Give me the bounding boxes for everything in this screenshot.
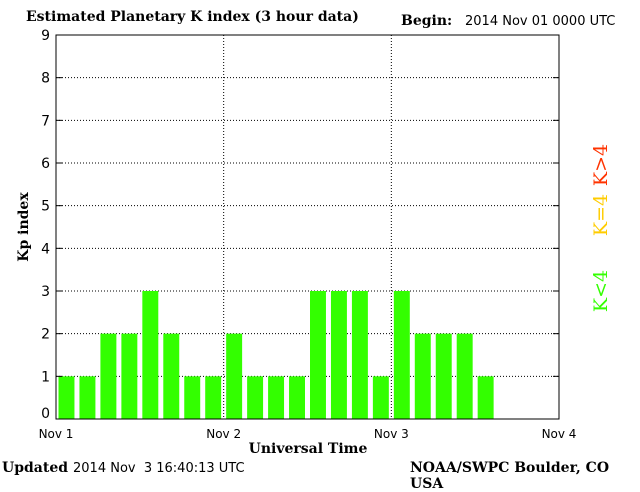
kp-bar	[414, 333, 431, 419]
begin-value: 2014 Nov 01 0000 UTC	[465, 14, 616, 29]
y-tick-label: 0	[41, 406, 50, 422]
credit-label: NOAA/SWPC Boulder, CO USA	[410, 460, 610, 492]
kp-bar	[268, 376, 285, 419]
grid-lines	[56, 35, 559, 419]
kp-bar	[142, 291, 159, 419]
kp-bar	[226, 333, 243, 419]
kp-bar	[58, 376, 75, 419]
bar-series	[58, 291, 494, 419]
chart-title: Estimated Planetary K index (3 hour data…	[26, 9, 359, 25]
legend: K>4 K=4 K<4	[590, 144, 612, 312]
kp-bar	[351, 291, 368, 419]
kp-bar	[247, 376, 264, 419]
kp-bar	[435, 333, 452, 419]
kp-bar	[289, 376, 305, 419]
y-tick-label: 4	[41, 241, 50, 257]
updated-label: Updated	[2, 460, 69, 476]
legend-entry: K>4	[590, 144, 612, 186]
y-tick-label: 2	[41, 327, 50, 343]
kp-bar	[330, 291, 347, 419]
kp-bar	[393, 291, 410, 419]
kp-bar	[184, 376, 201, 419]
kp-bar	[163, 333, 180, 419]
kp-bar	[205, 376, 222, 419]
kp-bar	[456, 333, 473, 419]
kp-index-chart: 0 1 2 3 4 5 6 7 8 9 Nov 1 Nov 2 Nov 3 Nov 4 Kp index…	[16, 28, 612, 457]
x-tick-labels: Nov 1 Nov 2 Nov 3 Nov 4	[39, 427, 577, 441]
legend-entry: K<4	[590, 270, 612, 312]
begin-label: Begin:	[401, 13, 453, 29]
y-tick-label: 3	[41, 284, 50, 300]
kp-bar	[79, 376, 96, 419]
kp-bar	[477, 376, 494, 419]
x-tick-label: Nov 1	[39, 427, 74, 441]
y-tick-label: 5	[41, 199, 50, 215]
x-axis-label: Universal Time	[249, 441, 368, 457]
x-tick-label: Nov 3	[374, 427, 409, 441]
y-tick-label: 8	[41, 71, 50, 87]
kp-bar	[100, 333, 117, 419]
kp-bar	[310, 291, 326, 419]
y-tick-label: 7	[41, 113, 50, 129]
kp-bar	[372, 376, 389, 419]
y-tick-label: 9	[41, 28, 50, 44]
legend-entry: K=4	[590, 194, 612, 236]
y-tick-label: 6	[41, 156, 50, 172]
y-tick-labels: 0 1 2 3 4 5 6 7 8 9	[41, 28, 559, 422]
y-tick-label: 1	[41, 369, 50, 385]
y-axis-label: Kp index	[16, 192, 32, 262]
updated-value: 2014 Nov 3 16:40:13 UTC	[73, 461, 245, 476]
plot-frame	[55, 34, 560, 420]
x-tick-label: Nov 4	[542, 427, 577, 441]
kp-bar	[121, 333, 138, 419]
x-tick-label: Nov 2	[206, 427, 241, 441]
